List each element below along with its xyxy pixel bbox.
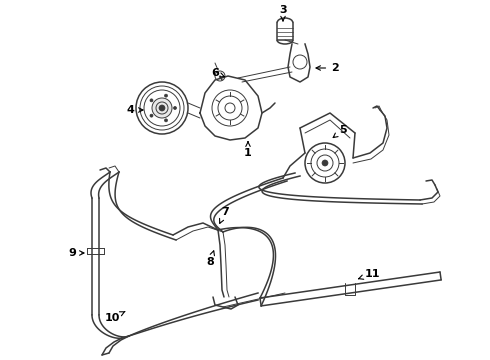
Circle shape — [152, 98, 172, 118]
Circle shape — [159, 105, 165, 111]
Text: 11: 11 — [359, 269, 380, 279]
Text: 10: 10 — [104, 311, 125, 323]
Circle shape — [165, 94, 168, 97]
Text: 4: 4 — [126, 105, 143, 115]
Circle shape — [150, 99, 153, 102]
Circle shape — [150, 114, 153, 117]
Text: 8: 8 — [206, 251, 215, 267]
Text: 2: 2 — [316, 63, 339, 73]
Text: 9: 9 — [68, 248, 84, 258]
Text: 3: 3 — [279, 5, 287, 21]
Text: 7: 7 — [220, 207, 229, 223]
Circle shape — [173, 107, 176, 109]
Circle shape — [322, 160, 328, 166]
Text: 1: 1 — [244, 142, 252, 158]
Text: 5: 5 — [333, 125, 347, 138]
Circle shape — [165, 119, 168, 122]
Text: 6: 6 — [211, 68, 224, 78]
